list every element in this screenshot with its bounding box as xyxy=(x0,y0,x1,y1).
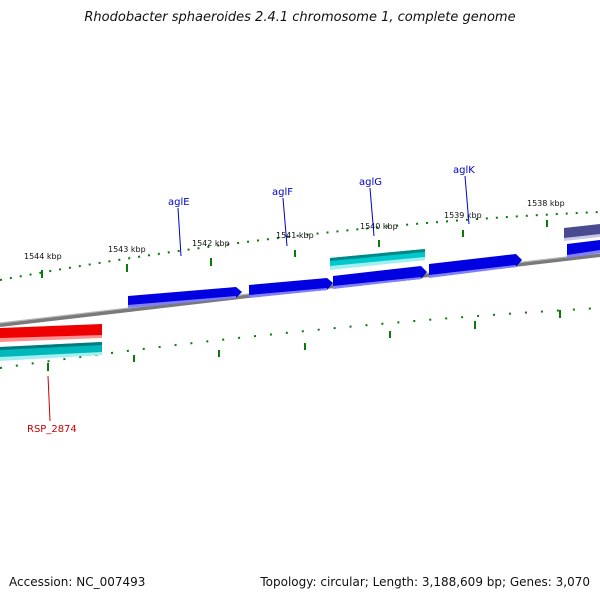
label-leader-rsp-2874 xyxy=(47,375,51,422)
gene-label-aglf: aglF xyxy=(272,187,293,198)
scale-label-1539: 1539 kbp xyxy=(444,211,482,220)
gene-label-agle: aglE xyxy=(168,197,190,208)
gene-aglk[interactable] xyxy=(429,254,522,277)
scale-label-1543: 1543 kbp xyxy=(108,245,146,254)
map-title: Rhodobacter sphaeroides 2.4.1 chromosome… xyxy=(84,10,516,25)
reverse-genes xyxy=(0,324,102,361)
outer-major-ticks xyxy=(41,220,548,278)
gene-label-aglg: aglG xyxy=(359,177,382,188)
gene-aglg[interactable] xyxy=(333,266,427,288)
gene-label-rsp-2874: RSP_2874 xyxy=(27,424,77,435)
gene-agle[interactable] xyxy=(128,287,242,307)
label-leaders xyxy=(177,175,470,257)
forward-genes xyxy=(128,224,600,308)
outer-tick-ring xyxy=(0,211,600,281)
scale-label-1542: 1542 kbp xyxy=(192,239,230,248)
gene-label-aglk: aglK xyxy=(453,165,475,176)
scale-label-1540: 1540 kbp xyxy=(360,222,398,231)
accession-text: Accession: NC_007493 xyxy=(9,575,146,589)
scale-label-1544: 1544 kbp xyxy=(24,252,62,261)
inner-major-ticks xyxy=(47,310,561,371)
scale-label-1538: 1538 kbp xyxy=(527,199,565,208)
gene-aglf[interactable] xyxy=(249,278,333,297)
scale-label-1541: 1541 kbp xyxy=(276,231,314,240)
topology-text: Topology: circular; Length: 3,188,609 bp… xyxy=(260,575,590,589)
